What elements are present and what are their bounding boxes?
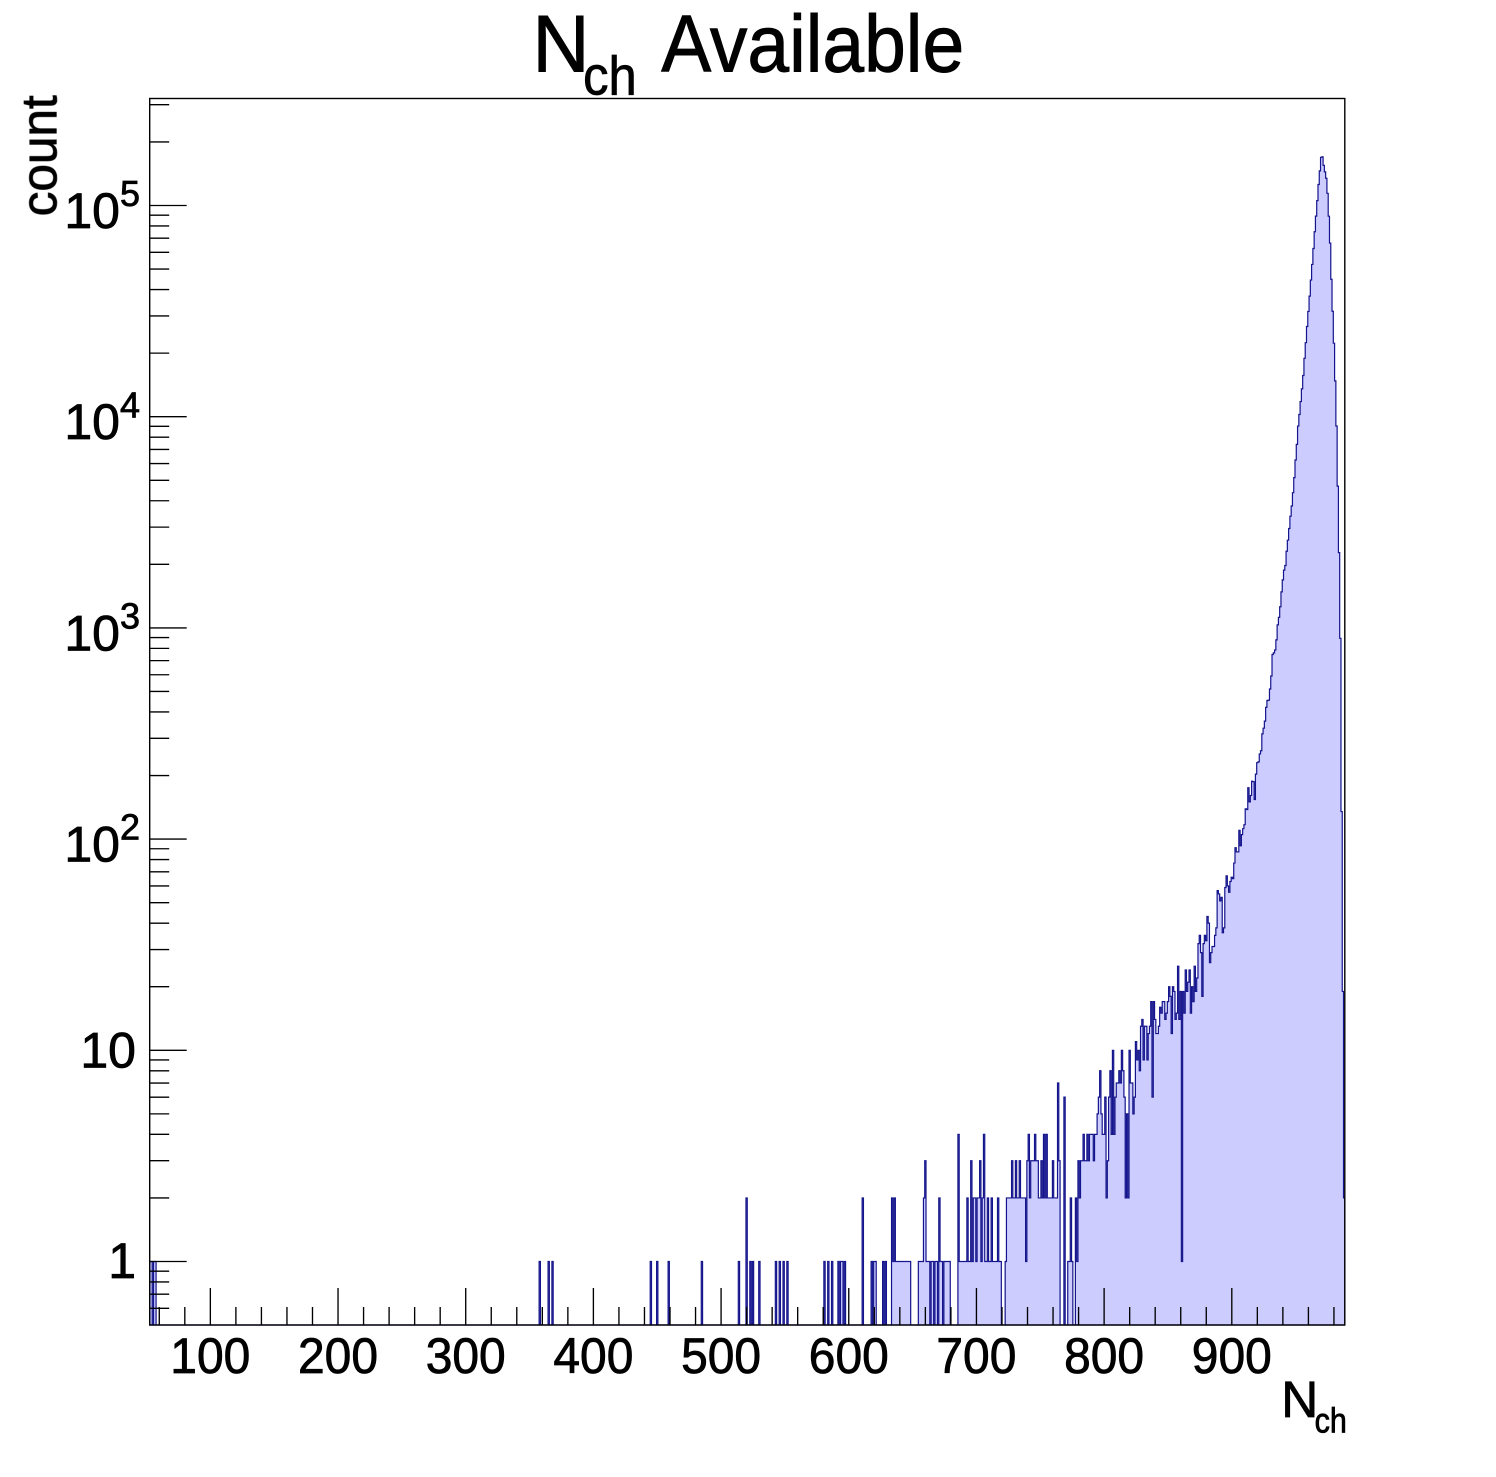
svg-text:900: 900 bbox=[1192, 1328, 1272, 1384]
svg-text:400: 400 bbox=[553, 1328, 633, 1384]
svg-text:1: 1 bbox=[108, 1233, 136, 1289]
svg-text:10: 10 bbox=[80, 1023, 136, 1079]
svg-text:700: 700 bbox=[936, 1328, 1016, 1384]
svg-text:500: 500 bbox=[681, 1328, 761, 1384]
svg-text:Available: Available bbox=[661, 0, 964, 89]
svg-text:N: N bbox=[532, 0, 589, 89]
svg-text:ch: ch bbox=[583, 45, 637, 107]
svg-text:100: 100 bbox=[170, 1328, 250, 1384]
svg-text:200: 200 bbox=[298, 1328, 378, 1384]
svg-text:800: 800 bbox=[1064, 1328, 1144, 1384]
svg-text:600: 600 bbox=[809, 1328, 889, 1384]
svg-text:105: 105 bbox=[64, 173, 140, 239]
svg-text:N: N bbox=[1281, 1371, 1318, 1428]
svg-text:ch: ch bbox=[1315, 1402, 1347, 1441]
svg-text:count: count bbox=[11, 95, 67, 216]
svg-text:300: 300 bbox=[426, 1328, 506, 1384]
